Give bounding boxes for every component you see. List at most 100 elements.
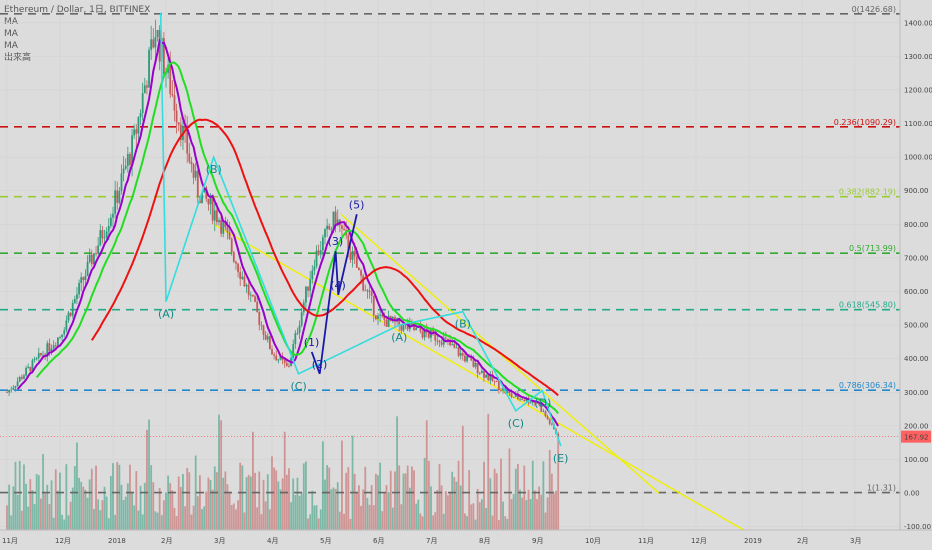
candle-body (451, 344, 454, 346)
candle-body (114, 190, 117, 214)
volume-bar (502, 501, 504, 530)
candle-body (374, 315, 377, 320)
candle-body (133, 129, 136, 136)
volume-bar (336, 482, 339, 530)
volume-bar (353, 473, 356, 530)
volume-bar (59, 472, 61, 530)
volume-bar (226, 484, 229, 530)
candle-body (192, 164, 195, 178)
candle-body (249, 294, 252, 296)
candle-body (453, 344, 456, 348)
candle-body (336, 219, 339, 226)
candle-body (27, 366, 30, 368)
volume-bar (434, 512, 437, 530)
candle-body (360, 270, 362, 276)
x-tick-label: 5月 (320, 537, 331, 545)
candle-body (213, 210, 216, 221)
candle-body (502, 387, 504, 391)
x-tick-label: 12月 (691, 537, 707, 545)
candle-body (88, 254, 91, 262)
candle-body (52, 345, 55, 349)
volume-bar (290, 502, 292, 530)
candle-body (31, 360, 34, 372)
candle-body (358, 267, 360, 271)
grid-lines (0, 436, 900, 437)
candle-body (497, 381, 500, 390)
candle-body (247, 284, 250, 296)
candle-body (173, 95, 176, 111)
volume-bar (508, 448, 511, 530)
volume-bar (440, 485, 443, 530)
volume-bar (48, 504, 51, 530)
volume-bar (332, 487, 335, 530)
candle-body (67, 312, 70, 321)
volume-bar (351, 435, 354, 530)
volume-bar (88, 479, 91, 530)
legend-ma-2: MA (4, 29, 18, 39)
volume-bar (417, 499, 420, 530)
volume-bar (328, 467, 331, 530)
volume-bar (404, 473, 407, 530)
candle-body (387, 316, 390, 327)
y-tick-label: 900.00 (904, 187, 929, 195)
candle-body (406, 324, 409, 330)
volume-bar (67, 515, 70, 530)
candle-body (107, 225, 110, 232)
candle-body (459, 353, 462, 356)
volume-bar (262, 479, 265, 530)
wave-label-cyan: (A) (391, 331, 407, 344)
volume-bar (215, 472, 218, 530)
volume-bar (232, 503, 235, 530)
volume-bar (355, 492, 358, 530)
fibonacci-levels: 0(1426.68) 0.236(1090.29) 0.382(882.19) 0.5… (0, 5, 900, 494)
volume-bar (154, 511, 157, 530)
candle-body (262, 325, 265, 335)
candle-body (252, 294, 254, 297)
volume-bar (444, 491, 447, 530)
volume-bar (146, 429, 148, 530)
volume-bar (160, 515, 163, 530)
candle-body (421, 331, 424, 338)
volume-bar (436, 490, 439, 530)
volume-bar (122, 499, 125, 530)
volume-bar (71, 487, 74, 530)
candle-body (398, 318, 401, 326)
current-price-tag (901, 430, 931, 443)
volume-bar (345, 472, 348, 530)
volume-bar (415, 503, 418, 530)
candle-body (324, 229, 326, 238)
volume-bar (411, 466, 413, 530)
candle-body (542, 411, 545, 413)
candle-body (379, 314, 382, 316)
volume-bar (171, 490, 174, 530)
volume-bar (468, 470, 471, 530)
candle-body (162, 38, 165, 74)
candle-body (10, 389, 13, 391)
candle-body (50, 348, 53, 351)
volume-bar (277, 481, 280, 530)
wave-label-blue: (2) (312, 358, 328, 371)
volume-bar (305, 461, 307, 530)
volume-bar (529, 498, 532, 530)
y-tick-label: 500.00 (904, 322, 929, 330)
candle-body (120, 173, 123, 191)
volume-bar (447, 495, 449, 530)
candle-body (137, 116, 140, 134)
candle-body (99, 230, 102, 246)
volume-bar (517, 463, 519, 530)
candle-body (156, 30, 159, 37)
volume-bar (525, 500, 528, 530)
candle-body (203, 187, 206, 193)
y-tick-label: 1400.00 (904, 19, 932, 27)
candle-body (154, 36, 157, 48)
candle-body (8, 389, 11, 393)
candle-body (226, 227, 229, 233)
candle-body (48, 343, 51, 351)
x-tick-label: 11月 (638, 537, 654, 545)
y-tick-label: 600.00 (904, 288, 929, 296)
wave-label-cyan: (C) (508, 417, 524, 430)
candle-body (464, 355, 466, 362)
candle-body (523, 400, 526, 401)
volume-bar (175, 515, 178, 530)
volume-bar (222, 477, 225, 530)
